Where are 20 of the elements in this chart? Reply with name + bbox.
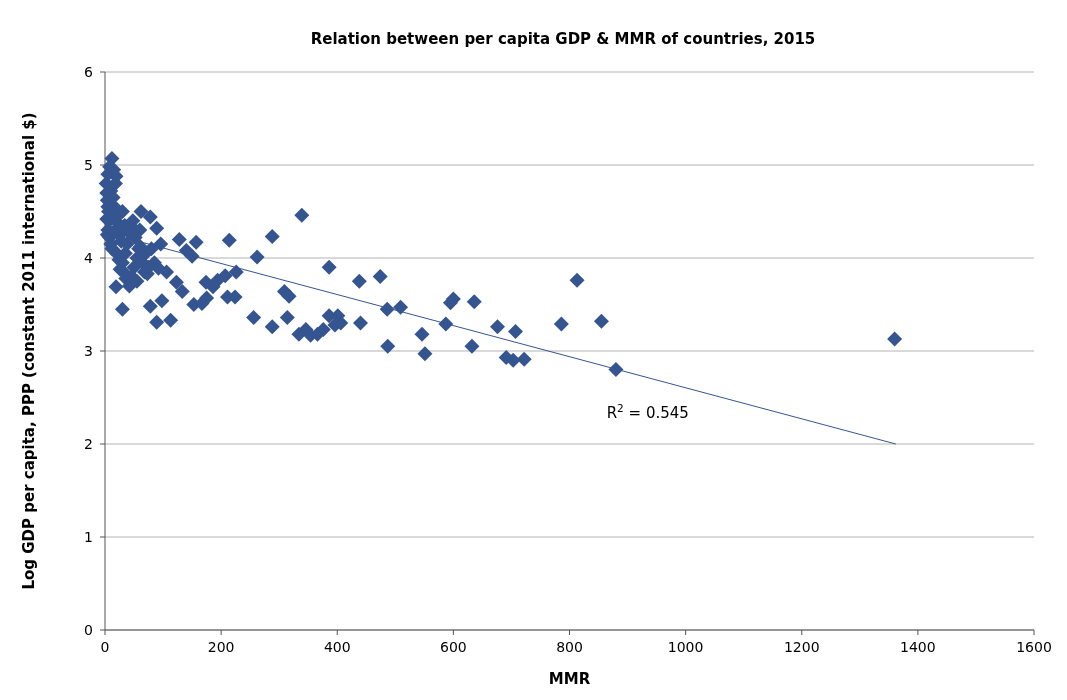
y-tick-label: 1 [84, 528, 93, 545]
y-tick-label: 2 [84, 435, 93, 452]
x-tick-label: 0 [100, 639, 110, 655]
x-tick-label: 400 [323, 639, 351, 655]
y-axis-title: Log GDP per capita, PPP (constant 2011 international $) [20, 112, 38, 590]
y-tick-label: 6 [84, 63, 94, 80]
x-tick-label: 1000 [667, 639, 704, 655]
x-tick-label: 600 [440, 639, 467, 655]
x-tick-label: 800 [556, 639, 583, 655]
x-tick-label: 200 [207, 639, 235, 655]
x-tick-label: 1200 [783, 639, 820, 655]
y-tick-label: 5 [84, 156, 93, 173]
x-axis-title: MMR [548, 670, 591, 688]
annotation: R$^{2}$ = 0.545 [606, 401, 689, 422]
y-tick-label: 0 [84, 621, 93, 638]
chart-title: Relation between per capita GDP & MMR of countries, 2015 [310, 30, 816, 48]
y-tick-label: 3 [84, 342, 93, 359]
x-tick-label: 1600 [1016, 639, 1052, 655]
y-tick-label: 4 [84, 249, 94, 266]
x-tick-label: 1400 [900, 639, 936, 655]
